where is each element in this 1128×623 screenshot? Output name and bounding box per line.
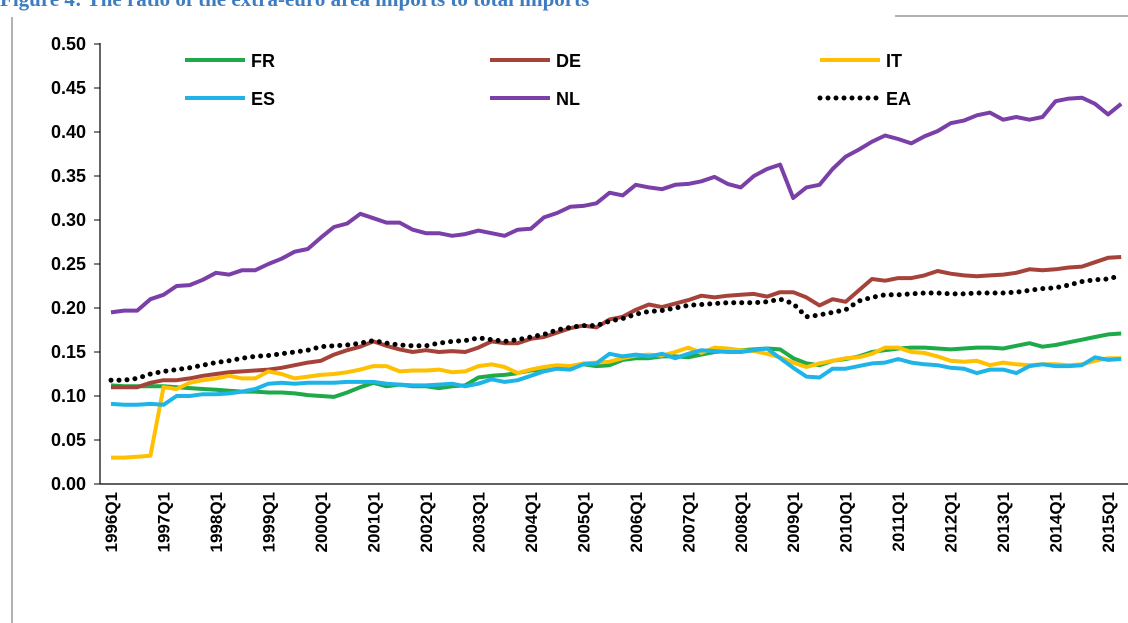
x-tick-label: 1998Q1 bbox=[207, 492, 226, 553]
series-line bbox=[110, 331, 1122, 399]
series-line bbox=[108, 272, 1124, 383]
title-backdrop bbox=[0, 0, 895, 17]
x-tick-label: 2012Q1 bbox=[942, 492, 961, 553]
x-tick-label: 2000Q1 bbox=[312, 492, 331, 553]
series-line bbox=[111, 345, 1122, 460]
y-tick-label: 0.20 bbox=[51, 298, 86, 318]
x-tick-label: 2005Q1 bbox=[574, 492, 593, 553]
y-tick-label: 0.05 bbox=[51, 430, 86, 450]
legend-label: IT bbox=[886, 51, 902, 71]
x-tick-label: 2013Q1 bbox=[994, 492, 1013, 553]
chart-title: Figure 4: The ratio of the extra-euro ar… bbox=[0, 0, 589, 11]
series-line bbox=[110, 95, 1123, 315]
x-tick-label: 2006Q1 bbox=[627, 492, 646, 553]
x-tick-label: 1996Q1 bbox=[102, 492, 121, 553]
x-tick-label: 2014Q1 bbox=[1047, 492, 1066, 553]
y-tick-label: 0.50 bbox=[51, 34, 86, 54]
y-tick-label: 0.45 bbox=[51, 78, 86, 98]
x-tick-label: 2010Q1 bbox=[837, 492, 856, 553]
legend-label: FR bbox=[251, 51, 275, 71]
x-tick-label: 2009Q1 bbox=[784, 492, 803, 553]
x-tick-label: 2007Q1 bbox=[679, 492, 698, 553]
legend-label: NL bbox=[556, 89, 580, 109]
x-tick-label: 2002Q1 bbox=[417, 492, 436, 553]
y-tick-label: 0.40 bbox=[51, 122, 86, 142]
series-line bbox=[110, 346, 1122, 407]
x-tick-label: 2015Q1 bbox=[1099, 492, 1118, 553]
x-tick-label: 2011Q1 bbox=[889, 492, 908, 552]
x-tick-label: 2001Q1 bbox=[364, 492, 383, 553]
legend-label: ES bbox=[251, 89, 275, 109]
legend-label: DE bbox=[556, 51, 581, 71]
y-tick-label: 0.00 bbox=[51, 474, 86, 494]
y-tick-label: 0.10 bbox=[51, 386, 86, 406]
legend-label: EA bbox=[886, 89, 911, 109]
y-tick-label: 0.30 bbox=[51, 210, 86, 230]
x-tick-label: 2008Q1 bbox=[732, 492, 751, 553]
x-tick-label: 1999Q1 bbox=[259, 492, 278, 553]
x-tick-label: 1997Q1 bbox=[154, 492, 173, 553]
x-tick-label: 2004Q1 bbox=[522, 492, 541, 553]
x-tick-label: 2003Q1 bbox=[469, 492, 488, 553]
y-tick-label: 0.35 bbox=[51, 166, 86, 186]
y-tick-label: 0.15 bbox=[51, 342, 86, 362]
y-tick-label: 0.25 bbox=[51, 254, 86, 274]
